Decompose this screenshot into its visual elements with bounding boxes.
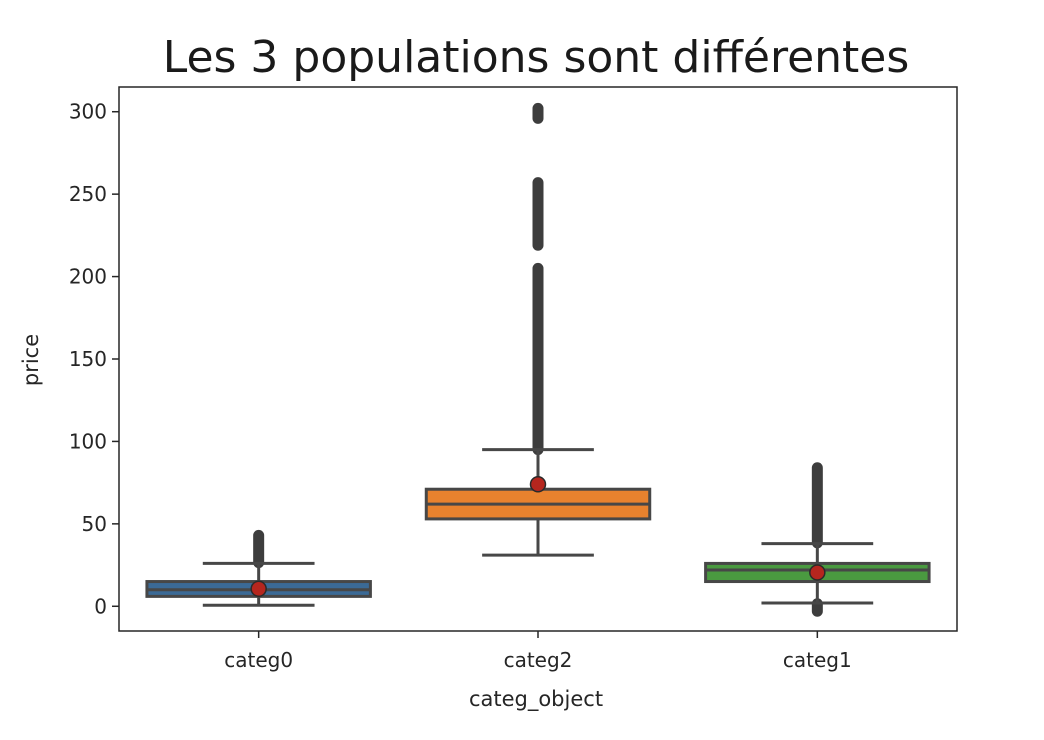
x-tick-label: categ2 [504, 648, 573, 672]
y-tick-label: 100 [69, 429, 107, 453]
y-tick-label: 50 [82, 512, 107, 536]
y-tick-label: 200 [69, 265, 107, 289]
y-axis: 0 50 100 150 200 250 300 [69, 100, 119, 618]
box-categ1 [704, 462, 931, 617]
x-axis: categ0 categ2 categ1 [224, 631, 852, 672]
box-categ2 [424, 102, 652, 557]
plot-area [145, 102, 931, 617]
box-categ0 [145, 529, 372, 607]
mean-marker-categ2 [529, 476, 547, 493]
x-axis-label: categ_object [469, 687, 603, 712]
y-axis-label: price [19, 334, 43, 386]
x-tick-label: categ0 [224, 648, 293, 672]
y-tick-label: 300 [69, 100, 107, 124]
y-tick-label: 250 [69, 182, 107, 206]
y-tick-label: 150 [69, 347, 107, 371]
x-tick-label: categ1 [783, 648, 852, 672]
mean-marker-categ1 [809, 564, 826, 581]
y-tick-label: 0 [94, 594, 107, 618]
mean-marker-categ0 [250, 580, 267, 598]
chart-title: Les 3 populations sont différentes [163, 32, 910, 83]
